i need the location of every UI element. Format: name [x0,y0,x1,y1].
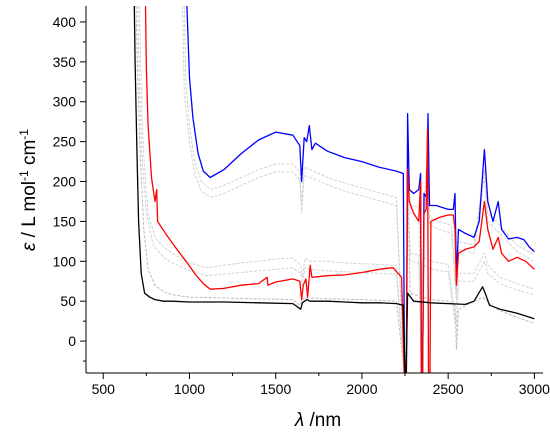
y-tick-label: 400 [53,14,77,30]
y-tick-label: 0 [68,333,76,349]
spectrum-line-2 [133,6,535,373]
y-tick-label: 150 [53,213,77,229]
x-axis-title: λ /nm [294,410,341,431]
spectrum-line-0 [186,6,535,373]
x-tick-label: 3000 [519,381,550,397]
y-tick-label: 250 [53,134,77,150]
series-layer [133,6,535,373]
x-tick-label: 1500 [260,381,291,397]
y-axis-title: ε / L mol-1 cm-1 [17,129,40,251]
y-tick-label: 200 [53,174,77,190]
spectrum-line-3 [135,6,535,373]
spectrum-line-1 [144,6,535,373]
y-tick-label: 300 [53,94,77,110]
spectrum-line-4 [183,6,535,373]
axes-layer: 500 1000 1500 2000 2500 3000 0 50 100 150 200 250 30… [53,6,550,397]
x-tick-label: 2000 [346,381,377,397]
spectrum-line-5 [182,6,535,373]
x-tick-label: 500 [92,381,116,397]
y-tick-label: 50 [60,293,76,309]
y-tick-label: 100 [53,253,77,269]
spectrum-line-6 [139,6,535,373]
y-tick-label: 350 [53,54,77,70]
x-tick-label: 1000 [174,381,205,397]
x-tick-label: 2500 [433,381,464,397]
spectrum-line-7 [137,6,535,373]
